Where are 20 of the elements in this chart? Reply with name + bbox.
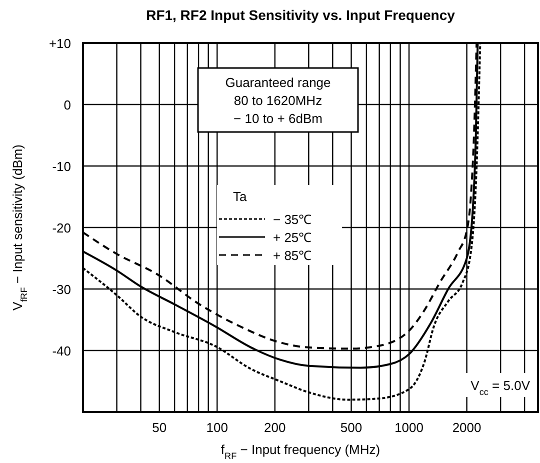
y-tick-label: -30 <box>52 282 71 297</box>
y-tick-label: -40 <box>52 344 71 358</box>
y-tick-label: +10 <box>48 36 71 51</box>
y-tick-label: 0 <box>64 98 71 112</box>
legend-label: + 25℃ <box>273 230 312 245</box>
x-tick-label: 50 <box>152 420 167 435</box>
legend-label: + 85℃ <box>273 248 312 263</box>
x-tick-label: 1000 <box>394 420 424 435</box>
annotation: Guaranteed range 80 to 1620MHz − 10 to + 6dBm <box>225 75 331 126</box>
legend-label: − 35℃ <box>273 212 312 227</box>
annotation: V$_{cc}$ = 5.0V <box>470 378 530 397</box>
y-tick-label: -10 <box>52 159 71 174</box>
legend-title: Ta <box>233 189 248 204</box>
chart-title: RF1, RF2 Input Sensitivity vs. Input Frequency <box>146 7 456 23</box>
y-tick-label: -20 <box>52 220 71 236</box>
x-tick-label: 2000 <box>452 420 482 435</box>
x-tick-label: 500 <box>340 420 362 435</box>
x-axis-title: f$_{RF}$ − Input frequency (MHz) <box>220 442 380 461</box>
x-tick-label: 200 <box>264 420 286 435</box>
x-tick-label: 100 <box>206 420 228 435</box>
